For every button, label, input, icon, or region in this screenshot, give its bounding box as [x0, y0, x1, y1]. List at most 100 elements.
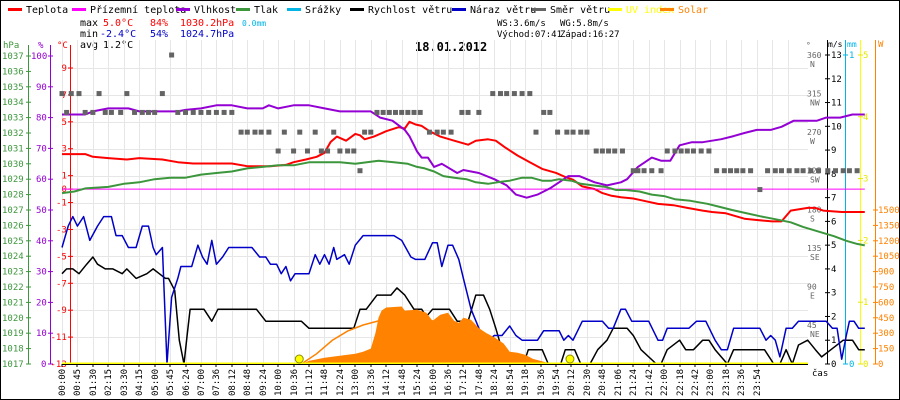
legend-swatch	[350, 8, 364, 11]
wind-direction-point	[541, 109, 547, 115]
uv-tick-label: 4	[863, 113, 868, 123]
grid	[62, 40, 808, 364]
wind-direction-point	[658, 168, 664, 174]
wind-direction-point	[490, 91, 496, 97]
wind-direction-point	[304, 148, 310, 154]
legend-item: UV index	[608, 5, 674, 16]
wind-direction-point	[124, 91, 130, 97]
wind-direction-point	[547, 109, 553, 115]
x-tick-label: 09:24	[259, 369, 269, 396]
stats-avg-label: avg	[80, 40, 98, 51]
wind-direction-point	[337, 148, 343, 154]
stats-wg: WG:5.8m/s	[560, 19, 609, 29]
wind-direction-point	[714, 168, 720, 174]
wind-direction-point	[840, 168, 846, 174]
wind-direction-tick-label: 225	[807, 167, 822, 176]
wind-direction-point	[641, 168, 647, 174]
wind-direction-point	[808, 168, 814, 174]
x-tick-label: 04:15	[135, 369, 145, 396]
legend-item: Přízemní teplota	[72, 4, 186, 16]
pressure-tick-label: 1026	[2, 221, 24, 231]
wind-direction-point	[68, 91, 74, 97]
wind-direction-point	[291, 148, 297, 154]
x-tick-label: 12:24	[336, 369, 346, 396]
pressure-tick-label: 1035	[2, 83, 24, 93]
x-tick-label: 17:48	[475, 369, 485, 396]
wind-direction-point	[221, 109, 227, 115]
humidity-line	[62, 104, 865, 199]
wind-direction-point	[606, 148, 612, 154]
x-tick-label: 01:30	[89, 369, 99, 396]
wind-direction-compass-label: SW	[810, 176, 820, 185]
x-tick-label: 21:24	[629, 369, 639, 396]
wind-direction-point	[169, 52, 175, 58]
solar-tick-label: 150	[878, 345, 894, 355]
pressure-tick-label: 1029	[2, 175, 24, 185]
legend-swatch	[287, 8, 301, 11]
uv-tick-label: 5	[863, 51, 868, 61]
wind-speed-tick-label: 4	[831, 265, 836, 275]
legend-label: Směr větru	[550, 4, 610, 16]
wind-direction-point	[132, 109, 138, 115]
wind-direction-point	[297, 129, 303, 135]
temperature-tick-label: -11	[51, 333, 67, 343]
wind-direction-point	[593, 148, 599, 154]
wind-direction-point	[527, 91, 533, 97]
solar-tick-label: 600	[878, 298, 894, 308]
wind-direction-point	[440, 129, 446, 135]
temperature-tick-label: 5	[62, 118, 67, 128]
wind-direction-point	[426, 129, 432, 135]
stats-ws: WS:3.6m/s	[497, 19, 546, 29]
solar-area	[301, 306, 557, 364]
stats-sunrise: Východ:07:41	[497, 30, 562, 40]
wind-direction-point	[238, 129, 244, 135]
x-tick-label: 22:18	[676, 369, 686, 396]
x-tick-label: 00:00	[58, 369, 68, 396]
legend-item: Tlak	[236, 5, 278, 16]
x-tick-label: 18:24	[490, 369, 500, 396]
humidity-tick-label: 0	[41, 360, 46, 370]
wind-speed-tick-label: 1	[831, 336, 836, 346]
x-tick-label: 22:00	[660, 369, 670, 396]
wind-direction-point	[854, 168, 860, 174]
stats-press-min: 1024.7hPa	[180, 29, 234, 40]
wind-speed-line	[61, 256, 865, 365]
solar-tick-label: 1050	[878, 252, 900, 262]
x-tick-label: 23:00	[706, 369, 716, 396]
wind-direction-point	[206, 109, 212, 115]
solar-theoretical-line	[300, 317, 549, 365]
solar-tick-label: 450	[878, 314, 894, 324]
wind-direction-point	[118, 109, 124, 115]
legend-swatch	[660, 8, 674, 11]
wind-speed-tick-label: 6	[831, 217, 836, 227]
legend-label: UV index	[626, 5, 674, 16]
wind-direction-point	[411, 109, 417, 115]
temperature-tick-label: -3	[56, 225, 67, 235]
wind-direction-point	[357, 168, 363, 174]
x-tick-label: 23:18	[722, 369, 732, 396]
x-tick-label: 16:36	[444, 369, 454, 396]
temperature-line	[62, 120, 865, 223]
solar-tick-label: 300	[878, 329, 894, 339]
pressure-tick-label: 1036	[2, 67, 24, 77]
wind-direction-point	[619, 148, 625, 154]
wind-direction-point	[244, 129, 250, 135]
x-tick-label: 20:12	[567, 369, 577, 396]
wind-direction-tick-label: 180	[807, 205, 822, 214]
pressure-tick-label: 1037	[2, 52, 24, 62]
temperature-tick-label: -9	[56, 306, 67, 316]
stats-temp-avg: 1.2°C	[103, 40, 133, 51]
wind-direction-point	[570, 129, 576, 135]
wind-speed-tick-label: 2	[831, 312, 836, 322]
stats-temp-max: 5.0°C	[103, 18, 133, 29]
wind-speed-tick-label: 10	[831, 122, 842, 132]
x-tick-label: 07:36	[212, 369, 222, 396]
legend-label: Rychlost větru	[368, 4, 452, 16]
pressure-tick-label: 1022	[2, 283, 24, 293]
humidity-tick-label: 30	[36, 268, 47, 278]
wind-direction-tick-label: 135	[807, 244, 822, 253]
wind-direction-point	[362, 129, 368, 135]
temperature-tick-label: -13	[51, 360, 67, 370]
